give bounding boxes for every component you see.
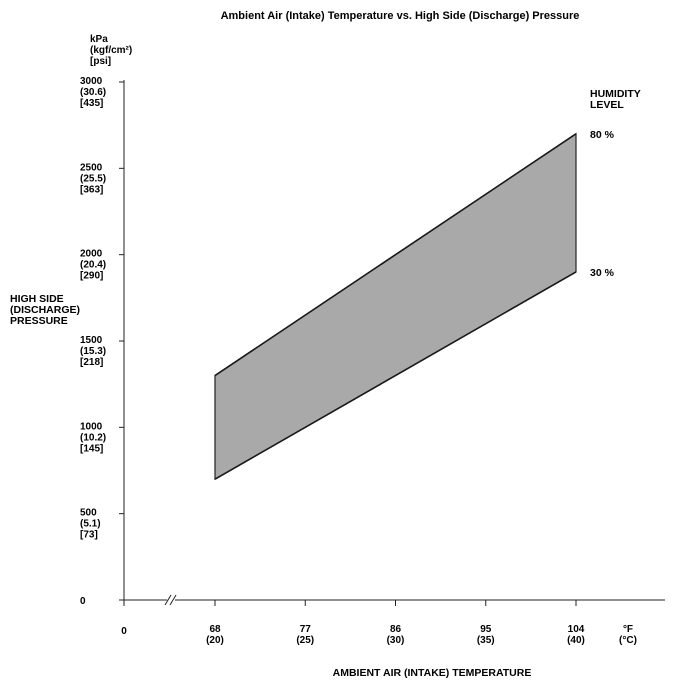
x-tick-label: 104 (568, 624, 585, 635)
x-unit-c: (°C) (619, 635, 637, 646)
y-axis-label: HIGH SIDE (DISCHARGE) PRESSURE (10, 293, 80, 327)
y-tick-label: [73] (80, 530, 98, 541)
chart-title: Ambient Air (Intake) Temperature vs. Hig… (221, 10, 580, 22)
y-tick-label: (30.6) (80, 87, 106, 98)
x-tick-label: (35) (477, 635, 495, 646)
series-line-80 (214, 133, 577, 377)
series-label-30: 30 % (590, 267, 615, 279)
x-unit-f: °F (623, 624, 633, 635)
y-unit-kpa: kPa (90, 34, 108, 45)
y-tick-label: (15.3) (80, 346, 106, 357)
y-axis-label-line1: HIGH SIDE (10, 293, 64, 305)
y-tick-label: [435] (80, 98, 103, 109)
series-label-80: 80 % (590, 129, 615, 141)
axis-break-mark (164, 594, 177, 606)
y-unit-labels: kPa (kgf/cm²) [psi] (90, 34, 132, 67)
x-tick-label: (25) (296, 635, 314, 646)
x-axis-label: AMBIENT AIR (INTAKE) TEMPERATURE (333, 667, 532, 679)
y-axis-label-line3: PRESSURE (10, 315, 68, 327)
x-tick-label: 86 (390, 624, 402, 635)
y-tick-label: 0 (80, 596, 86, 607)
humidity-band (214, 132, 577, 481)
y-tick-label: (25.5) (80, 173, 106, 184)
x-origin-label: 0 (121, 626, 127, 637)
y-unit-psi: [psi] (90, 56, 111, 67)
y-tick-label: 3000 (80, 76, 103, 87)
y-axis-label-line2: (DISCHARGE) (10, 304, 80, 316)
x-tick-label: 68 (209, 624, 221, 635)
y-tick-label: (5.1) (80, 519, 101, 530)
y-tick-label: 2000 (80, 249, 103, 260)
y-tick-label: [145] (80, 443, 103, 454)
y-unit-kgf: (kgf/cm²) (90, 45, 132, 56)
y-tick-label: 2500 (80, 162, 103, 173)
y-tick-label: [290] (80, 271, 103, 282)
y-tick-label: (20.4) (80, 260, 106, 271)
x-tick-label: (30) (387, 635, 405, 646)
plot-area: 80 % 30 % 0 500(5.1)[73] 1000(10.2)[145] 1500… (80, 76, 665, 646)
y-tick-label: (10.2) (80, 432, 106, 443)
y-tick-label: 500 (80, 508, 97, 519)
x-tick-label: (20) (206, 635, 224, 646)
x-unit-labels: °F (°C) (619, 624, 637, 646)
x-tick-label: (40) (567, 635, 585, 646)
x-tick-label: 77 (300, 624, 312, 635)
series-line-30 (214, 271, 577, 480)
y-tick-label: 1500 (80, 335, 103, 346)
legend-title-line2: LEVEL (590, 99, 624, 111)
legend-title: HUMIDITY LEVEL (590, 88, 641, 111)
y-tick-label: [363] (80, 184, 103, 195)
legend-title-line1: HUMIDITY (590, 88, 641, 100)
y-tick-label: 1000 (80, 421, 103, 432)
y-tick-label: [218] (80, 357, 103, 368)
x-tick-label: 95 (480, 624, 492, 635)
